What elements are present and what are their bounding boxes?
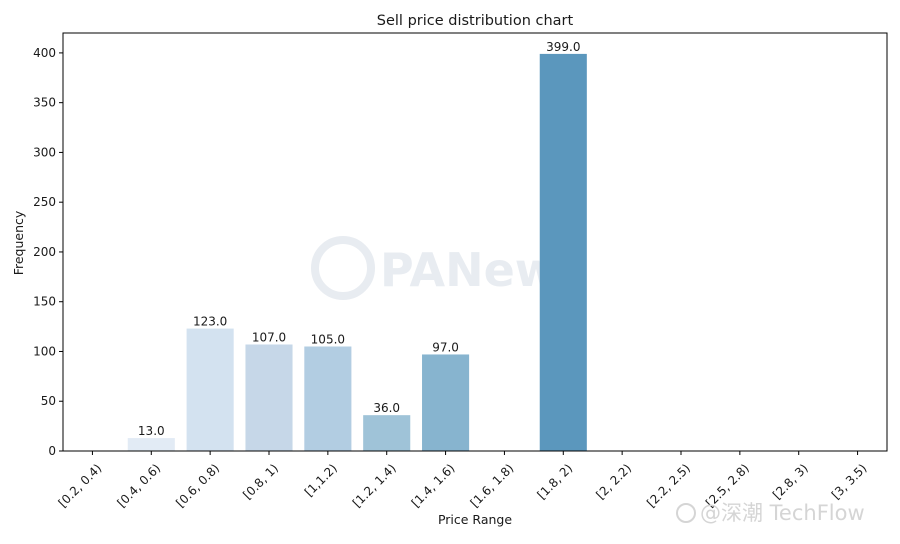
bar-2: [186, 328, 234, 451]
y-tick-label: 250: [33, 195, 56, 209]
x-tick-label: [1.8, 2): [535, 461, 576, 502]
bar-3: [245, 344, 293, 451]
x-tick-label: [1.4, 1.6): [409, 461, 458, 510]
panews-logo-icon: [311, 236, 375, 300]
y-axis: 0 50 100 150 200 250 300 350 400: [33, 46, 63, 458]
x-tick-label: [1.6, 1.8): [468, 461, 517, 510]
wechat-icon: [676, 503, 696, 523]
y-tick-label: 350: [33, 96, 56, 110]
y-tick-label: 400: [33, 46, 56, 60]
x-tick-label: [2, 2.2): [593, 461, 634, 502]
y-tick-label: 100: [33, 344, 56, 358]
bar-value-label: 13.0: [138, 424, 165, 438]
bar-value-label: 123.0: [193, 315, 227, 329]
y-tick-label: 200: [33, 245, 56, 259]
x-tick-label: [0.8, 1): [240, 461, 281, 502]
bar-value-label: 107.0: [252, 331, 286, 345]
x-axis-title: Price Range: [438, 512, 512, 527]
bar-value-label: 399.0: [546, 40, 580, 54]
y-tick-label: 50: [41, 394, 56, 408]
y-tick-label: 300: [33, 145, 56, 159]
bar-4: [304, 346, 352, 451]
y-axis-title: Frequency: [11, 210, 26, 275]
bar-value-label: 97.0: [432, 340, 459, 354]
bar-labels-group: 13.0 123.0 107.0 105.0 36.0 97.0 399.0: [138, 40, 581, 438]
x-tick-label: [2.2, 2.5): [644, 461, 693, 510]
bar-value-label: 105.0: [311, 333, 345, 347]
bar-5: [363, 415, 411, 451]
bar-value-label: 36.0: [373, 401, 400, 415]
y-tick-label: 0: [48, 444, 56, 458]
x-tick-label: [2.8, 3): [770, 461, 811, 502]
x-tick-label: [0.6, 0.8): [173, 461, 222, 510]
bars-group: [127, 53, 587, 452]
bar-6: [422, 354, 470, 451]
x-tick-label: [0.2, 0.4): [56, 461, 105, 510]
y-tick-label: 150: [33, 295, 56, 309]
bar-1: [127, 438, 175, 451]
bar-8: [539, 53, 587, 452]
x-tick-label: [1,1.2): [302, 461, 340, 499]
x-tick-label: [0.4, 0.6): [114, 461, 163, 510]
techflow-watermark-text: @深潮 TechFlow: [700, 501, 865, 525]
x-tick-label: [3, 3.5): [829, 461, 870, 502]
x-tick-label: [1.2, 1.4): [350, 461, 399, 510]
techflow-watermark: @深潮 TechFlow: [676, 501, 865, 525]
chart-title: Sell price distribution chart: [377, 13, 574, 29]
plot-frame: [62, 32, 888, 452]
